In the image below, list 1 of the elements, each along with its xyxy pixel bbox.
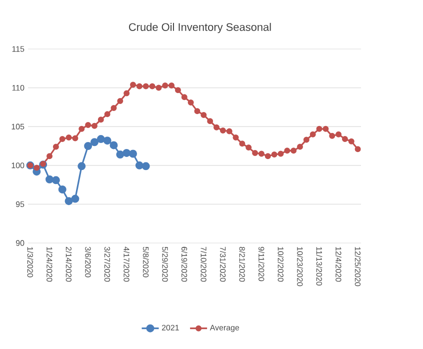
chart-title: Crude Oil Inventory Seasonal — [128, 22, 271, 34]
